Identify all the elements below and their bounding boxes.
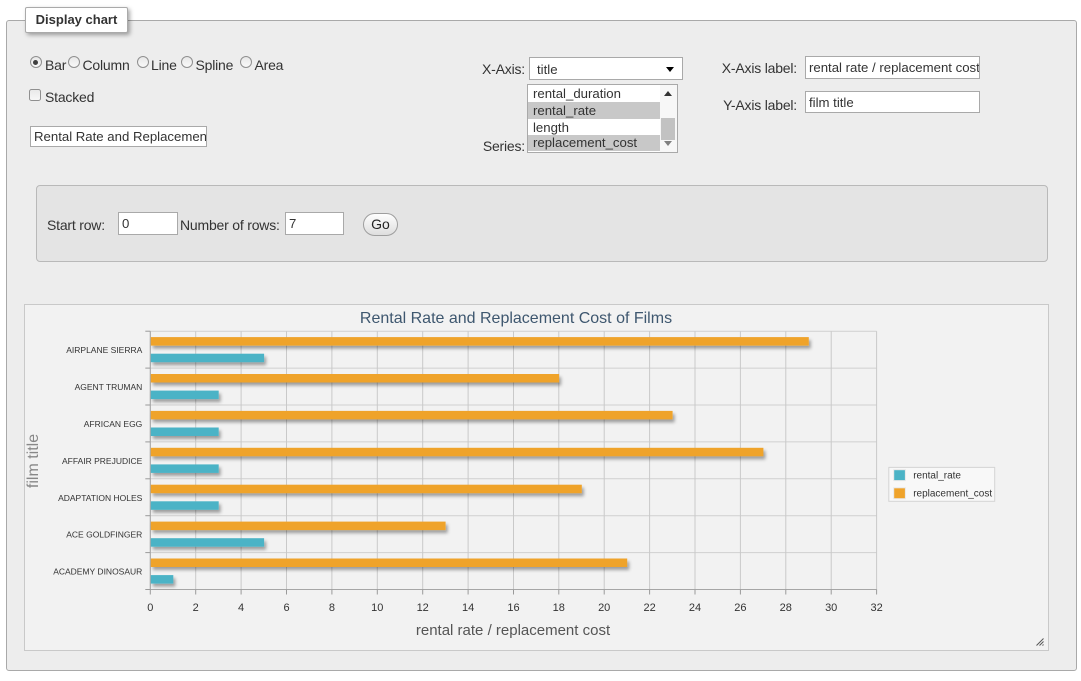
svg-text:12: 12: [417, 602, 429, 614]
svg-text:30: 30: [825, 602, 837, 614]
svg-text:16: 16: [507, 602, 519, 614]
svg-text:0: 0: [147, 602, 153, 614]
svg-text:4: 4: [238, 602, 244, 614]
svg-text:6: 6: [283, 602, 289, 614]
svg-text:AGENT TRUMAN: AGENT TRUMAN: [75, 382, 143, 392]
svg-text:AFRICAN EGG: AFRICAN EGG: [84, 419, 143, 429]
svg-text:24: 24: [689, 602, 701, 614]
svg-text:18: 18: [553, 602, 565, 614]
svg-text:2: 2: [193, 602, 199, 614]
svg-text:replacement_cost: replacement_cost: [913, 489, 992, 500]
svg-text:14: 14: [462, 602, 474, 614]
svg-text:ACADEMY DINOSAUR: ACADEMY DINOSAUR: [53, 567, 142, 577]
svg-text:rental_rate: rental_rate: [913, 471, 961, 482]
svg-text:AIRPLANE SIERRA: AIRPLANE SIERRA: [66, 345, 142, 355]
svg-text:Rental Rate and Replacement Co: Rental Rate and Replacement Cost of Film…: [360, 310, 672, 327]
svg-text:film title: film title: [25, 434, 42, 488]
svg-text:20: 20: [598, 602, 610, 614]
svg-text:rental rate / replacement cost: rental rate / replacement cost: [416, 622, 611, 639]
svg-text:ADAPTATION HOLES: ADAPTATION HOLES: [58, 493, 143, 503]
svg-text:22: 22: [643, 602, 655, 614]
svg-text:10: 10: [371, 602, 383, 614]
svg-text:28: 28: [780, 602, 792, 614]
svg-text:32: 32: [870, 602, 882, 614]
svg-text:8: 8: [329, 602, 335, 614]
svg-text:ACE GOLDFINGER: ACE GOLDFINGER: [66, 530, 142, 540]
svg-text:26: 26: [734, 602, 746, 614]
svg-text:AFFAIR PREJUDICE: AFFAIR PREJUDICE: [62, 456, 143, 466]
